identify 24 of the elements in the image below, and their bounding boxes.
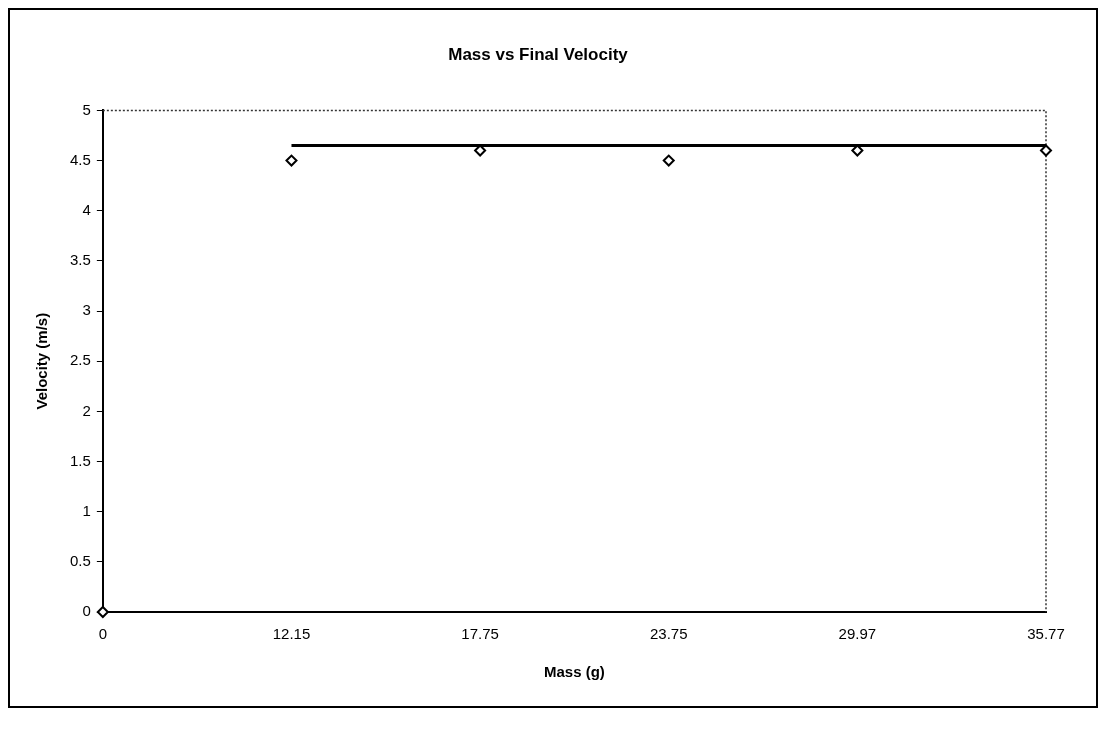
point [1040, 144, 1052, 157]
y-tick-label: 2.5 [69, 351, 91, 369]
x-axis-title: Mass (g) [544, 663, 605, 681]
x-tick-label: 17.75 [461, 625, 499, 643]
point [96, 606, 109, 618]
point [662, 154, 675, 167]
x-tick-label: 12.15 [272, 625, 311, 643]
y-tick-label: 4.5 [69, 150, 91, 168]
y-tick-label: 0.5 [69, 551, 91, 569]
x-tick-label: 29.97 [838, 625, 877, 643]
y-axis-title: Velocity (m/s) [33, 312, 51, 410]
y-tick-label: 0 [82, 602, 91, 620]
y-tick-label: 3.5 [69, 251, 91, 269]
x-tick-label: 0 [98, 625, 108, 643]
y-tick-label: 5 [82, 100, 91, 118]
y-tick-label: 4 [82, 200, 91, 218]
y-tick-label: 3 [82, 301, 91, 319]
y-tick-label: 2 [82, 401, 91, 419]
x-tick-label: 23.75 [649, 625, 688, 643]
x-tick-label: 35.77 [1027, 625, 1065, 643]
y-tick-label: 1 [82, 501, 91, 519]
chart-title: Mass vs Final Velocity [448, 44, 629, 64]
y-tick-label: 1.5 [69, 451, 91, 469]
point [285, 154, 298, 167]
